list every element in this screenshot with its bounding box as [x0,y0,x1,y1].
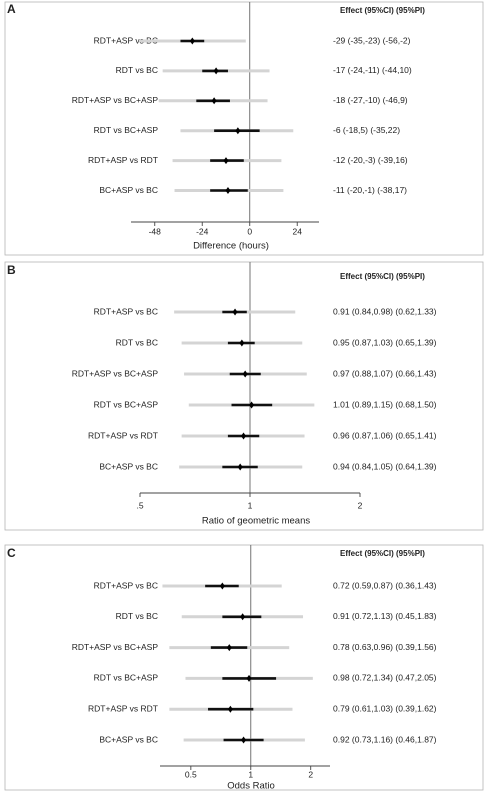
x-tick-label: .5 [136,500,143,510]
effect-label: -12 (-20,-3) (-39,16) [333,155,408,165]
effect-label: 0.78 (0.63,0.96) (0.39,1.56) [333,642,437,652]
x-tick-label: 1 [248,500,253,510]
point-estimate [241,432,247,440]
column-header: Effect (95%CI) (95%PI) [340,549,425,558]
row-label: BC+ASP vs BC [99,185,158,195]
row-label: BC+ASP vs BC [99,734,158,744]
x-tick-label: 0.5 [185,769,197,779]
row-label: RDT+ASP vs RDT [88,430,158,440]
row-label: RDT+ASP vs BC+ASP [72,95,159,105]
row-label: RDT+ASP vs BC+ASP [72,368,159,378]
row-label: RDT+ASP vs RDT [88,703,158,713]
row-label: RDT vs BC [116,611,158,621]
panel-label: A [7,2,16,16]
x-tick-label: 2 [308,769,313,779]
effect-label: 0.91 (0.84,0.98) (0.62,1.33) [333,306,437,316]
panel-label: C [7,546,16,560]
effect-label: 0.72 (0.59,0.87) (0.36,1.43) [333,580,437,590]
x-tick-label: 0 [247,226,252,236]
point-estimate [223,157,229,165]
point-estimate [227,705,233,713]
x-tick-label: -48 [149,226,162,236]
effect-label: 0.91 (0.72,1.13) (0.45,1.83) [333,611,437,621]
point-estimate [211,97,217,105]
panel-frame [4,1,484,256]
point-estimate [232,308,238,316]
x-axis-title: Ratio of geometric means [202,516,310,527]
point-estimate [239,339,245,347]
point-estimate [242,370,248,378]
effect-label: -18 (-27,-10) (-46,9) [333,95,408,105]
effect-label: 0.97 (0.88,1.07) (0.66,1.43) [333,368,437,378]
column-header: Effect (95%CI) (95%PI) [340,6,425,15]
x-tick-label: 1 [248,769,253,779]
point-estimate [249,401,255,409]
point-estimate [237,463,243,471]
effect-label: 0.96 (0.87,1.06) (0.65,1.41) [333,430,437,440]
x-axis-title: Difference (hours) [193,241,269,252]
point-estimate [189,37,195,45]
effect-label: 1.01 (0.89,1.15) (0.68,1.50) [333,399,437,409]
row-label: RDT+ASP vs BC [94,580,158,590]
row-label: RDT vs BC [116,65,158,75]
row-label: RDT+ASP vs BC+ASP [72,642,159,652]
x-axis-title: Odds Ratio [227,781,275,792]
effect-label: 0.92 (0.73,1.16) (0.46,1.87) [333,734,437,744]
point-estimate [241,736,247,744]
row-label: RDT vs BC+ASP [94,125,159,135]
effect-label: 0.98 (0.72,1.34) (0.47,2.05) [333,673,437,683]
row-label: RDT vs BC+ASP [94,673,159,683]
effect-label: 0.94 (0.84,1.05) (0.64,1.39) [333,461,437,471]
point-estimate [213,67,219,75]
row-label: RDT vs BC+ASP [94,399,159,409]
effect-label: 0.79 (0.61,1.03) (0.39,1.62) [333,703,437,713]
row-label: RDT+ASP vs RDT [88,155,158,165]
x-tick-label: 2 [358,500,363,510]
point-estimate [235,127,241,135]
panel-label: B [7,263,16,277]
row-label: RDT+ASP vs BC [94,306,158,316]
row-label: RDT vs BC [116,337,158,347]
point-estimate [219,582,225,590]
point-estimate [240,613,246,621]
row-label: BC+ASP vs BC [99,461,158,471]
row-label: RDT+ASP vs BC [94,35,158,45]
effect-label: -29 (-35,-23) (-56,-2) [333,35,411,45]
x-tick-label: -24 [196,226,209,236]
panel-frame [4,544,484,791]
point-estimate [246,674,252,682]
effect-label: -6 (-18,5) (-35,22) [333,125,400,135]
effect-label: 0.95 (0.87,1.03) (0.65,1.39) [333,337,437,347]
effect-label: -17 (-24,-11) (-44,10) [333,65,412,75]
effect-label: -11 (-20,-1) (-38,17) [333,185,407,195]
x-tick-label: 24 [292,226,302,236]
point-estimate [226,644,232,652]
panel-frame [4,261,484,531]
point-estimate [225,187,231,194]
column-header: Effect (95%CI) (95%PI) [340,272,425,281]
